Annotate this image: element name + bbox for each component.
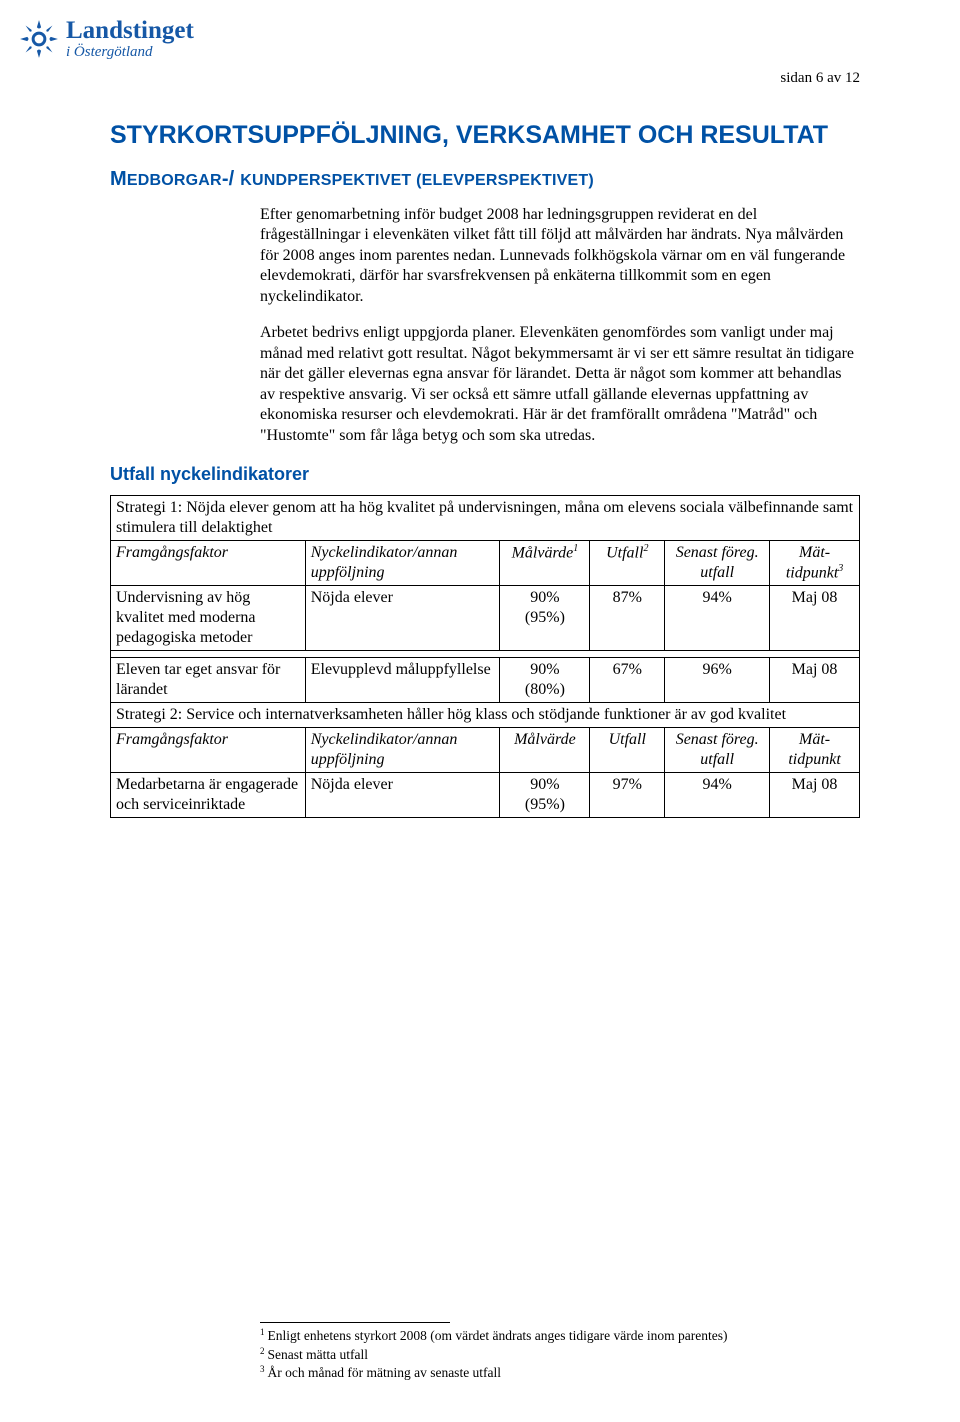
r2-c1: Eleven tar eget ansvar för lärandet (111, 658, 306, 703)
footnote-2: 2Senast mätta utfall (260, 1346, 860, 1364)
r1-c1: Undervisning av hög kvalitet med moderna… (111, 586, 306, 651)
hdr-c4: Utfall2 (590, 541, 665, 586)
table-row: Medarbetarna är engagerade och servicein… (111, 773, 860, 818)
table-row: Undervisning av hög kvalitet med moderna… (111, 586, 860, 651)
r3-c2: Nöjda elever (305, 773, 500, 818)
r3-c6: Maj 08 (770, 773, 860, 818)
table-row: Strategi 2: Service och internatverksamh… (111, 703, 860, 728)
hdr-c5: Senast föreg. utfall (665, 541, 770, 586)
r2-c3: 90%(80%) (500, 658, 590, 703)
hdr2-c1: Framgångsfaktor (111, 728, 306, 773)
hdr-c2: Nyckelindikator/annan uppföljning (305, 541, 500, 586)
r1-c3: 90%(95%) (500, 586, 590, 651)
logo-line1: Landstinget (66, 18, 194, 43)
footnote-3: 3År och månad för mätning av senaste utf… (260, 1364, 860, 1382)
logo-icon (18, 18, 60, 60)
hdr2-c3: Målvärde (500, 728, 590, 773)
heading-main: STYRKORTSUPPFÖLJNING, VERKSAMHET OCH RES… (110, 120, 860, 150)
table-row: Eleven tar eget ansvar för lärandet Elev… (111, 658, 860, 703)
logo-text: Landstinget i Östergötland (66, 18, 194, 60)
r2-c4: 67% (590, 658, 665, 703)
r3-c3: 90%(95%) (500, 773, 590, 818)
heading-section: Utfall nyckelindikatorer (110, 464, 860, 485)
r3-c5: 94% (665, 773, 770, 818)
hdr2-c6: Mät-tidpunkt (770, 728, 860, 773)
r1-c4: 87% (590, 586, 665, 651)
r3-c4: 97% (590, 773, 665, 818)
heading-sub-sc2: KUNDPERSPEKTIVET (240, 172, 411, 189)
paragraph-2: Arbetet bedrivs enligt uppgjorda planer.… (260, 323, 860, 446)
footnotes: 1Enligt enhetens styrkort 2008 (om värde… (260, 1322, 860, 1382)
r2-c5: 96% (665, 658, 770, 703)
r1-c2: Nöjda elever (305, 586, 500, 651)
indented-body: Efter genomarbetning inför budget 2008 h… (260, 205, 860, 446)
indicators-table: Strategi 1: Nöjda elever genom att ha hö… (110, 495, 860, 818)
footnote-rule (260, 1322, 450, 1323)
table-row: Strategi 1: Nöjda elever genom att ha hö… (111, 496, 860, 541)
strategy-2: Strategi 2: Service och internatverksamh… (111, 703, 860, 728)
page: Landstinget i Östergötland sidan 6 av 12… (0, 0, 960, 1422)
heading-sub-pre: M (110, 168, 127, 190)
hdr2-c5: Senast föreg. utfall (665, 728, 770, 773)
hdr-c3: Målvärde1 (500, 541, 590, 586)
page-number: sidan 6 av 12 (780, 70, 860, 87)
logo-line2: i Östergötland (66, 45, 194, 60)
table-row: Framgångsfaktor Nyckelindikator/annan up… (111, 541, 860, 586)
r3-c1: Medarbetarna är engagerade och servicein… (111, 773, 306, 818)
r1-c6: Maj 08 (770, 586, 860, 651)
heading-sub: MEDBORGAR-/ KUNDPERSPEKTIVET (ELEVPERSPE… (110, 168, 860, 191)
hdr2-c2: Nyckelindikator/annan uppföljning (305, 728, 500, 773)
footnote-1: 1Enligt enhetens styrkort 2008 (om värde… (260, 1327, 860, 1345)
table-row: Framgångsfaktor Nyckelindikator/annan up… (111, 728, 860, 773)
hdr-c6: Mät-tidpunkt3 (770, 541, 860, 586)
hdr-c1: Framgångsfaktor (111, 541, 306, 586)
hdr2-c4: Utfall (590, 728, 665, 773)
r1-c5: 94% (665, 586, 770, 651)
content: STYRKORTSUPPFÖLJNING, VERKSAMHET OCH RES… (110, 120, 860, 818)
paragraph-1: Efter genomarbetning inför budget 2008 h… (260, 205, 860, 307)
r2-c6: Maj 08 (770, 658, 860, 703)
r2-c2: Elevupplevd måluppfyllelse (305, 658, 500, 703)
table-row (111, 651, 860, 658)
heading-sub-sc1: EDBORGAR (127, 172, 222, 189)
logo: Landstinget i Östergötland (18, 18, 194, 60)
strategy-1: Strategi 1: Nöjda elever genom att ha hö… (111, 496, 860, 541)
heading-sub-mid: -/ (222, 168, 240, 190)
heading-sub-post: (ELEVPERSPEKTIVET) (411, 172, 594, 189)
